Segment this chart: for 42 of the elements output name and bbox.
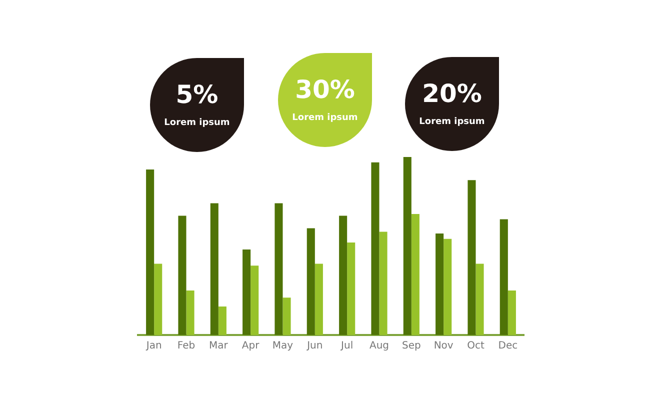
text: 20% [421,79,483,108]
bar [154,264,162,335]
bar [210,203,218,335]
bar [468,180,476,335]
bar [411,214,420,335]
bar [339,216,348,335]
bar [444,238,452,335]
x-tick-label: Mar [208,340,229,352]
bar [379,232,388,335]
x-tick-label: Jan [145,340,162,352]
bar [146,169,154,335]
bar [436,234,444,335]
bar [250,266,259,335]
x-tick-label: Apr [242,340,260,352]
bar [314,264,323,335]
x-tick-label: Oct [467,340,484,352]
x-tick-label: Sep [402,340,421,352]
x-tick-label: Aug [369,340,390,352]
bar [274,203,283,335]
bar [306,228,315,335]
bar [371,162,380,335]
text: Lorem ipsum [418,117,486,127]
text: 30% [294,75,356,104]
bar [347,242,356,335]
bar [186,290,194,335]
x-tick-label: Jun [306,340,323,352]
text: Lorem ipsum [163,118,231,128]
text: 5% [174,80,220,109]
text: Lorem ipsum [291,113,359,123]
bar [476,264,484,335]
bar [282,298,291,335]
x-tick-label: Dec [498,340,518,352]
bar [500,219,508,335]
bar [218,306,226,335]
bar [178,216,186,335]
bar [508,290,516,335]
x-tick-label: Feb [177,340,196,352]
x-tick-label: Nov [434,340,454,352]
bar [242,250,251,335]
x-tick-label: May [272,340,294,352]
bar [403,157,412,335]
x-tick-label: Jul [340,340,354,352]
